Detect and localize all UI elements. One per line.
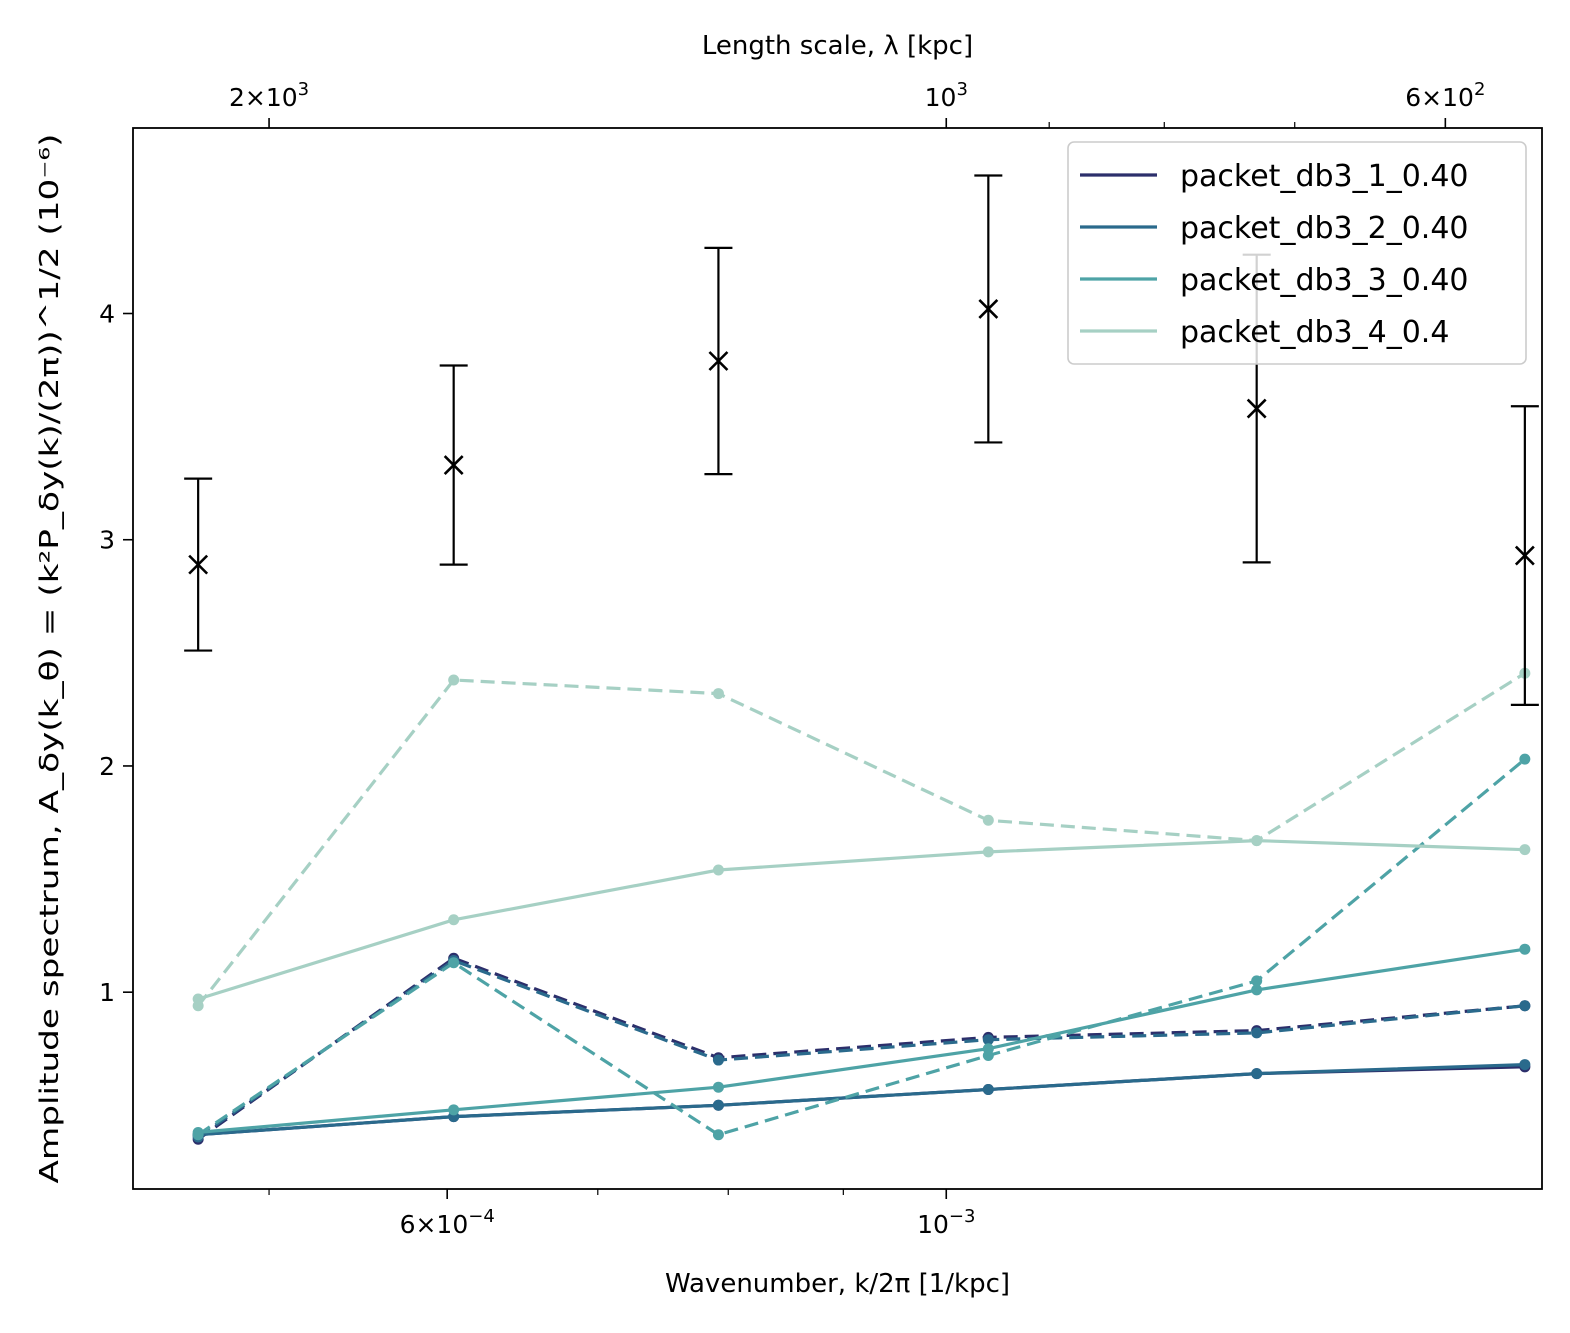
series-3-dashed-point bbox=[192, 1129, 204, 1141]
top-x-tick-label: 6×102 bbox=[1405, 79, 1485, 112]
series-4-solid-point bbox=[1519, 844, 1531, 856]
tick-label-layer: 6×10−4 10−3 2×103 103 6×102 1 2 3 4 bbox=[99, 79, 1485, 1239]
series-3-dashed-point bbox=[448, 957, 460, 969]
legend-label: packet_db3_4_0.4 bbox=[1180, 315, 1449, 350]
series-4-dashed-point bbox=[982, 814, 994, 826]
y-axis-label: Amplitude spectrum, A_δy(k_θ) = (k²P_δy(… bbox=[35, 134, 65, 1184]
legend-label: packet_db3_2_0.40 bbox=[1180, 211, 1469, 246]
series-3-dashed-line bbox=[197, 757, 1526, 1137]
series-4-solid-point bbox=[712, 864, 724, 876]
series-2-dashed-point bbox=[982, 1034, 994, 1046]
series-2-solid-point bbox=[1251, 1068, 1263, 1080]
series-2-solid-line bbox=[198, 1063, 1525, 1137]
y-tick-label: 2 bbox=[99, 752, 115, 781]
series-3-dashed-point bbox=[982, 1050, 994, 1062]
x-axis-label: Wavenumber, k/2π [1/kpc] bbox=[665, 1269, 1010, 1299]
series-3-dashed-point bbox=[1251, 975, 1263, 987]
plot-frame bbox=[132, 127, 1543, 1190]
legend: packet_db3_1_0.40 packet_db3_2_0.40packet… bbox=[1067, 141, 1527, 365]
observed-x-marker bbox=[1246, 398, 1267, 419]
series-4-dashed-point bbox=[712, 688, 724, 700]
y-tick-label: 3 bbox=[99, 526, 115, 555]
legend-label: packet_db3_1_0.40 bbox=[1180, 159, 1469, 194]
y-tick-label: 1 bbox=[99, 978, 115, 1007]
series-2-solid-point bbox=[712, 1099, 724, 1111]
series-3-solid-point bbox=[1519, 943, 1531, 955]
top-x-tick-label: 103 bbox=[925, 79, 968, 112]
series-4-dashed-point bbox=[192, 1000, 204, 1012]
series-2-solid-point bbox=[1519, 1059, 1531, 1071]
series-3-dashed-point bbox=[1519, 753, 1531, 765]
observed-x-marker bbox=[708, 351, 729, 371]
series-2-dashed-point bbox=[1251, 1027, 1263, 1039]
series-3-solid-point bbox=[448, 1104, 460, 1116]
series-4-dashed-point bbox=[448, 674, 460, 686]
series-4-solid-line bbox=[197, 838, 1525, 1001]
top-x-tick-label: 2×103 bbox=[229, 79, 309, 112]
series-2-dashed-point bbox=[1519, 1000, 1531, 1012]
series-3-solid-point bbox=[712, 1081, 724, 1093]
series-2-solid-point bbox=[982, 1083, 994, 1095]
series-4-dashed-line bbox=[196, 671, 1526, 1007]
top-x-axis-label: Length scale, λ [kpc] bbox=[702, 31, 973, 61]
x-tick-label: 10−3 bbox=[917, 1206, 975, 1239]
y-tick-label: 4 bbox=[99, 300, 115, 329]
x-tick-label: 6×10−4 bbox=[400, 1206, 495, 1239]
series-3-solid-point bbox=[1251, 984, 1263, 996]
series-3-solid-line bbox=[198, 947, 1526, 1134]
legend-box bbox=[1067, 141, 1527, 365]
observed-x-marker bbox=[443, 455, 464, 475]
observed-x-marker bbox=[188, 554, 209, 575]
series-4-solid-point bbox=[982, 846, 994, 858]
series-layer bbox=[192, 667, 1531, 1145]
series-4-dashed-point bbox=[1251, 835, 1263, 847]
series-2-dashed-point bbox=[712, 1054, 724, 1066]
observed-x-marker bbox=[1514, 545, 1535, 566]
series-3-dashed-point bbox=[712, 1129, 724, 1141]
observed-x-marker bbox=[978, 299, 999, 319]
legend-label: packet_db3_3_0.40 bbox=[1180, 263, 1469, 298]
series-4-solid-point bbox=[448, 914, 460, 926]
tick-layer bbox=[123, 118, 1447, 1199]
